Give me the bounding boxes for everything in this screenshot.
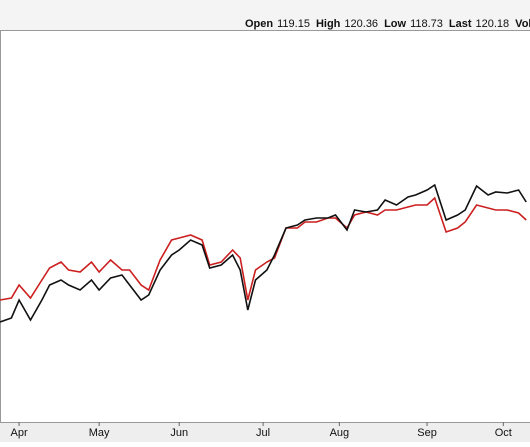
quote-value: 119.15 (277, 18, 310, 30)
x-tick-label: Jun (170, 427, 188, 439)
x-tick-label: May (89, 427, 110, 439)
x-tick-label: Apr (11, 427, 28, 439)
quote-label: Low (384, 18, 406, 30)
x-tick-label: Aug (330, 427, 350, 439)
quote-label: Open (245, 18, 273, 30)
quote-value: 120.18 (476, 18, 510, 30)
quote-label: Vol (515, 18, 530, 30)
quote-label: High (316, 18, 341, 30)
plot-area (1, 31, 530, 423)
x-tick-label: Jul (256, 427, 270, 439)
quote-value: 118.73 (410, 18, 443, 30)
x-tick-label: Sep (417, 427, 437, 439)
quote-value: 120.36 (344, 18, 378, 30)
x-tick-label: Oct (495, 427, 512, 439)
quote-label: Last (449, 18, 472, 30)
